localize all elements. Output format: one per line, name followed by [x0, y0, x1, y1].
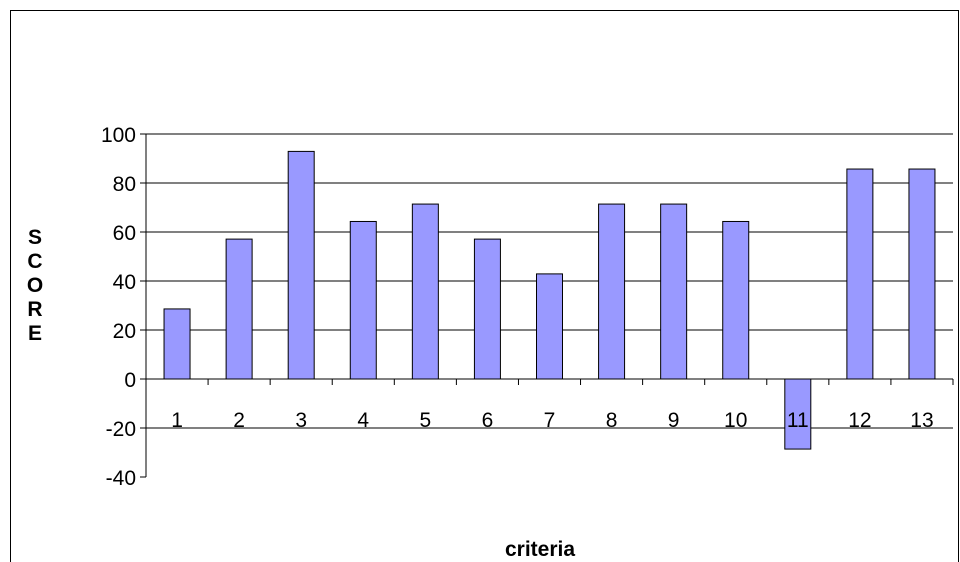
y-axis-title-letter: C [27, 250, 42, 273]
y-tick-label: 20 [113, 320, 136, 343]
x-tick-label: 3 [295, 409, 307, 432]
y-tick-label: 100 [101, 124, 136, 147]
x-tick-label: 7 [544, 409, 556, 432]
y-axis-title-letter: S [28, 226, 42, 249]
y-tick-labels: 100 80 60 40 20 0 -20 -40 [101, 124, 136, 490]
bar-3 [287, 150, 315, 380]
y-tick-label: 40 [113, 271, 136, 294]
x-axis-title: criteria [505, 538, 575, 561]
x-tick-label: 1 [171, 409, 183, 432]
y-tick-label: -40 [106, 467, 136, 490]
bar-8 [598, 203, 626, 380]
y-axis-title-letter: O [27, 274, 43, 297]
x-tick-label: 4 [357, 409, 369, 432]
x-tick-label: 6 [482, 409, 494, 432]
bar-5 [411, 203, 439, 380]
x-tick-label: 13 [910, 409, 933, 432]
axes [140, 133, 954, 478]
x-tick-label: 10 [724, 409, 747, 432]
bar-4 [349, 220, 377, 380]
bar-7 [536, 273, 563, 380]
y-tick-label: -20 [106, 418, 136, 441]
x-tick-label: 11 [787, 409, 809, 432]
bar-6 [473, 238, 501, 380]
x-tick-labels: 1 2 3 4 5 6 7 8 9 10 11 12 13 [171, 409, 933, 432]
bar-1 [163, 308, 191, 380]
y-axis-title-letter: R [27, 298, 42, 321]
y-tick-label: 0 [124, 369, 136, 392]
bar-12 [846, 168, 874, 380]
x-tick-label: 5 [420, 409, 432, 432]
y-tick-label: 60 [113, 222, 136, 245]
bars [163, 150, 936, 450]
x-tick-label: 2 [233, 409, 245, 432]
y-axis-title-letter: E [28, 322, 42, 345]
x-tick-label: 8 [606, 409, 618, 432]
bar-11 [784, 378, 812, 450]
bar-9 [660, 203, 688, 380]
y-tick-label: 80 [113, 173, 136, 196]
x-tick-label: 12 [848, 409, 871, 432]
bar-10 [722, 220, 750, 380]
bar-13 [908, 168, 936, 380]
bar-2 [225, 238, 253, 380]
x-tick-label: 9 [668, 409, 680, 432]
